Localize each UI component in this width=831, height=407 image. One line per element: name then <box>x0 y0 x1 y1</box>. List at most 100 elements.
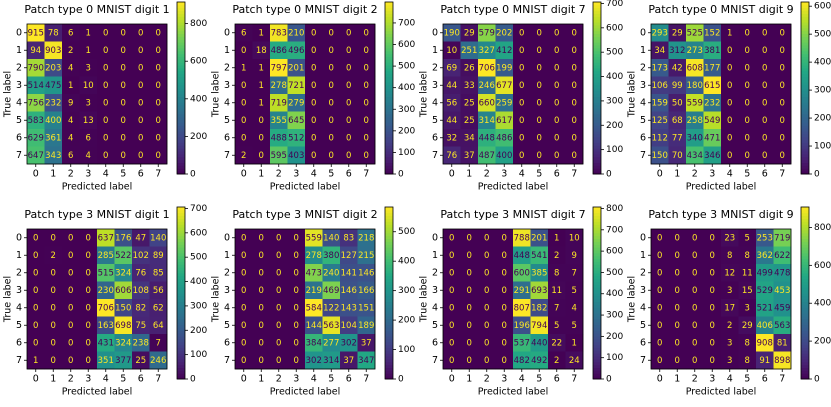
x-tick-label: 3 <box>709 374 715 385</box>
cell <box>495 246 514 265</box>
colorbar-step <box>801 227 809 231</box>
colorbar-step <box>801 207 809 211</box>
cell-value: 0 <box>311 63 316 73</box>
cell-value: 790 <box>28 63 44 73</box>
colorbar-step <box>177 221 185 225</box>
colorbar-step <box>177 333 185 337</box>
colorbar-step <box>177 36 185 40</box>
colorbar-step <box>593 2 601 6</box>
cell-value: 44 <box>446 81 457 91</box>
cell-value: 3 <box>86 63 91 73</box>
cell <box>738 229 757 247</box>
x-tick-label: 2 <box>692 169 698 180</box>
y-tick-label: 6 <box>640 132 646 143</box>
cell <box>756 41 774 60</box>
cell-value: 719 <box>271 98 287 108</box>
panel-title: Patch type 3 MNIST digit 9 <box>648 208 793 221</box>
cell <box>287 299 306 317</box>
cell <box>460 246 479 265</box>
cell-value: 230 <box>98 286 114 296</box>
cell-value: 0 <box>554 133 559 143</box>
cell-value: 0 <box>241 81 246 91</box>
cell-value: 0 <box>572 133 577 143</box>
colorbar-step <box>385 56 393 60</box>
colorbar-step <box>385 125 393 129</box>
colorbar-step <box>593 148 601 152</box>
cell-value: 0 <box>727 81 732 91</box>
y-tick-label: 3 <box>16 285 22 296</box>
cell-value: 302 <box>306 356 322 366</box>
colorbar-tick-label: 0 <box>606 375 612 385</box>
colorbar-step <box>801 133 809 138</box>
cell <box>513 281 531 300</box>
colorbar-step <box>593 7 601 12</box>
colorbar-step <box>593 215 601 219</box>
cell-value: 7 <box>572 268 577 278</box>
colorbar-step <box>385 47 393 52</box>
cell-value: 0 <box>554 63 559 73</box>
cell-value: 0 <box>276 338 281 348</box>
colorbar-step <box>385 19 393 23</box>
colorbar-tick-label: 400 <box>398 257 415 267</box>
cell <box>530 334 549 352</box>
x-tick-label: 4 <box>727 374 733 385</box>
cell-value: 459 <box>774 303 790 313</box>
colorbar-step <box>385 133 393 138</box>
cell-value: 0 <box>780 46 785 56</box>
cell <box>252 24 271 42</box>
cell <box>235 264 253 282</box>
colorbar-step <box>177 227 185 231</box>
cell-value: 0 <box>294 251 299 261</box>
cell-value: 0 <box>241 133 246 143</box>
colorbar-step <box>177 293 185 297</box>
colorbar-tick-label: 200 <box>398 126 415 136</box>
cell-value: 617 <box>496 116 512 126</box>
cell-value: 0 <box>484 303 489 313</box>
colorbar-step <box>177 39 185 43</box>
x-tick-label: 4 <box>311 374 317 385</box>
x-tick-label: 4 <box>103 169 109 180</box>
colorbar-step <box>177 347 185 351</box>
cell <box>305 299 323 317</box>
cell-value: 486 <box>496 133 512 143</box>
cell-value: 0 <box>156 116 161 126</box>
colorbar-step <box>593 238 601 242</box>
colorbar-step <box>801 295 809 300</box>
cell <box>721 229 739 247</box>
cell <box>721 281 739 300</box>
cell-value: 246 <box>150 356 166 366</box>
colorbar-step <box>385 36 393 40</box>
colorbar-step <box>593 168 601 172</box>
cell <box>62 246 80 265</box>
panel-title: Patch type 0 MNIST digit 2 <box>232 3 377 16</box>
colorbar-step <box>801 102 809 106</box>
cell <box>252 229 271 247</box>
x-tick-label: 0 <box>241 169 247 180</box>
cell-value: 482 <box>514 356 530 366</box>
cell-value: 629 <box>28 133 44 143</box>
cell-value: 515 <box>98 268 114 278</box>
colorbar-step <box>593 358 601 363</box>
cell-value: 475 <box>45 81 61 91</box>
cell <box>62 334 80 352</box>
cell-value: 347 <box>358 356 374 366</box>
cell <box>651 59 669 77</box>
cell-value: 362 <box>757 251 773 261</box>
y-tick-label: 1 <box>16 45 22 56</box>
cell-value: 487 <box>479 151 495 161</box>
cell-value: 177 <box>704 63 720 73</box>
cell-value: 2 <box>51 251 56 261</box>
cell <box>721 129 739 147</box>
cell <box>149 59 168 77</box>
cell <box>287 76 306 95</box>
y-axis-label: True label <box>627 71 638 118</box>
cell-value: 293 <box>652 28 668 38</box>
cell-value: 0 <box>33 321 38 331</box>
cell-value: 0 <box>657 338 662 348</box>
cell <box>235 334 253 352</box>
cell <box>79 316 98 335</box>
cell <box>773 316 792 335</box>
colorbar-step <box>593 229 601 234</box>
colorbar-step <box>593 105 601 109</box>
cell <box>773 281 792 300</box>
